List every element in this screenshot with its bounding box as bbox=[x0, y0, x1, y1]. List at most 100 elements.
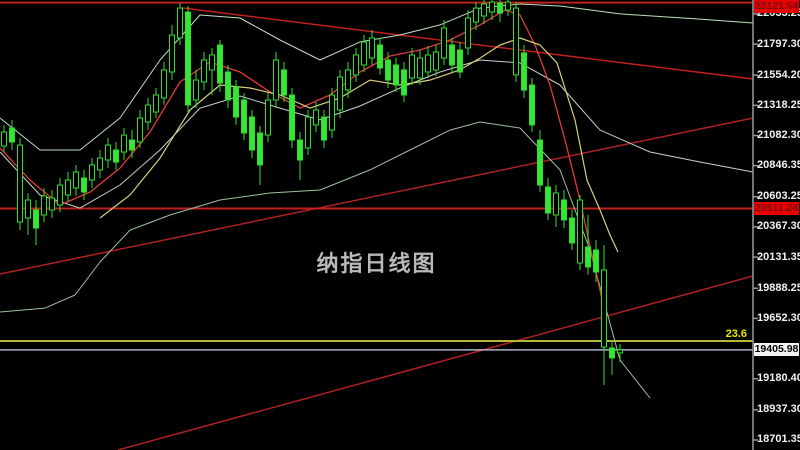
candle-body bbox=[377, 44, 383, 69]
axis-tick-label: 20131.35 bbox=[757, 250, 800, 263]
candle-body bbox=[441, 27, 447, 59]
axis-tick-label: 19652.30 bbox=[757, 311, 800, 324]
axis-tick-label: 21318.25 bbox=[757, 98, 800, 111]
candle-body bbox=[353, 54, 359, 76]
axis-tick-label: 18937.30 bbox=[757, 403, 800, 416]
candle-body bbox=[345, 69, 351, 91]
candle-body bbox=[449, 44, 455, 66]
candle-body bbox=[465, 17, 471, 49]
candle-body bbox=[49, 197, 55, 211]
candle-body bbox=[201, 59, 207, 83]
candle-body bbox=[369, 37, 375, 59]
trendline-1 bbox=[0, 117, 754, 275]
candle-body bbox=[9, 127, 15, 143]
candle-body bbox=[473, 7, 479, 23]
overlay-band-mid bbox=[0, 59, 754, 209]
axis-tick-label: 19180.40 bbox=[757, 372, 800, 385]
candle-body bbox=[129, 139, 135, 151]
candle-body bbox=[385, 59, 391, 81]
candle-body bbox=[281, 69, 287, 96]
candle-body bbox=[81, 177, 87, 193]
candle-body bbox=[41, 195, 47, 216]
overlay-band-lower bbox=[0, 121, 651, 399]
candle-body bbox=[321, 116, 327, 141]
candle-body bbox=[537, 139, 543, 186]
candle-body bbox=[273, 59, 279, 101]
candle-body bbox=[593, 249, 599, 273]
candle-body bbox=[561, 199, 567, 221]
candle-body bbox=[113, 149, 119, 163]
candle-body bbox=[585, 246, 591, 268]
candle-body bbox=[257, 132, 263, 166]
candle-body bbox=[137, 117, 143, 143]
candle-body bbox=[265, 99, 271, 136]
axis-highlight-label: 22121.54 bbox=[754, 0, 799, 13]
candle-body bbox=[361, 41, 367, 66]
axis-tick-label: 21554.20 bbox=[757, 68, 800, 81]
candle-body bbox=[609, 347, 615, 359]
candle-body bbox=[177, 7, 183, 39]
candle-body bbox=[529, 84, 535, 126]
candle-body bbox=[409, 54, 415, 79]
candle-body bbox=[569, 217, 575, 244]
candle-body bbox=[185, 11, 191, 106]
fib-236-label: 23.6 bbox=[725, 328, 747, 340]
axis-tick-label: 20367.30 bbox=[757, 220, 800, 233]
axis-tick-label: 21082.30 bbox=[757, 129, 800, 141]
trendline-2 bbox=[117, 275, 754, 450]
candle-body bbox=[457, 49, 463, 73]
candle-body bbox=[433, 51, 439, 71]
candle-body bbox=[17, 144, 23, 223]
candle-body bbox=[73, 171, 79, 189]
candle-body bbox=[57, 184, 63, 206]
candle-body bbox=[553, 192, 559, 216]
overlay-ma-yellow bbox=[99, 37, 619, 253]
candle-body bbox=[425, 54, 431, 73]
axis-highlight-label: 19405.98 bbox=[754, 343, 799, 357]
candle-body bbox=[329, 94, 335, 131]
candle-body bbox=[617, 349, 623, 354]
candle-body bbox=[481, 3, 487, 17]
axis-tick-label: 21797.30 bbox=[757, 37, 800, 50]
candle-body bbox=[217, 44, 223, 84]
candle-body bbox=[121, 134, 127, 153]
candle-body bbox=[161, 69, 167, 99]
axis-highlight-label: 20511.24 bbox=[754, 202, 799, 216]
candle-body bbox=[545, 186, 551, 214]
candle-body bbox=[209, 54, 215, 71]
candle-body bbox=[497, 2, 503, 14]
candle-body bbox=[89, 164, 95, 181]
candle-body bbox=[601, 269, 607, 348]
axis-tick-label: 20846.35 bbox=[757, 159, 800, 172]
candle-body bbox=[505, 1, 511, 11]
candle-body bbox=[305, 116, 311, 149]
candle-body bbox=[241, 99, 247, 134]
candle-body bbox=[233, 86, 239, 118]
candle-body bbox=[225, 71, 231, 101]
candle-body bbox=[489, 1, 495, 13]
candle-body bbox=[577, 199, 583, 264]
candle-body bbox=[153, 94, 159, 113]
overlay-band-upper bbox=[0, 3, 754, 151]
candle-body bbox=[65, 179, 71, 196]
candle-body bbox=[401, 69, 407, 96]
candle-body bbox=[297, 139, 303, 161]
candle-body bbox=[105, 144, 111, 161]
candle-body bbox=[169, 34, 175, 73]
candle-body bbox=[313, 109, 319, 126]
candle-body bbox=[289, 94, 295, 141]
candle-body bbox=[513, 7, 519, 76]
candle-body bbox=[337, 76, 343, 111]
candle-body bbox=[393, 64, 399, 86]
axis-tick-label: 18701.35 bbox=[757, 433, 800, 446]
candle-body bbox=[97, 157, 103, 171]
candle-body bbox=[33, 209, 39, 229]
candle-body bbox=[1, 131, 7, 147]
candle-body bbox=[145, 104, 151, 123]
candle-body bbox=[193, 79, 199, 101]
overlay-ma-red bbox=[0, 9, 607, 318]
candle-body bbox=[521, 52, 527, 91]
candle-body bbox=[417, 57, 423, 79]
